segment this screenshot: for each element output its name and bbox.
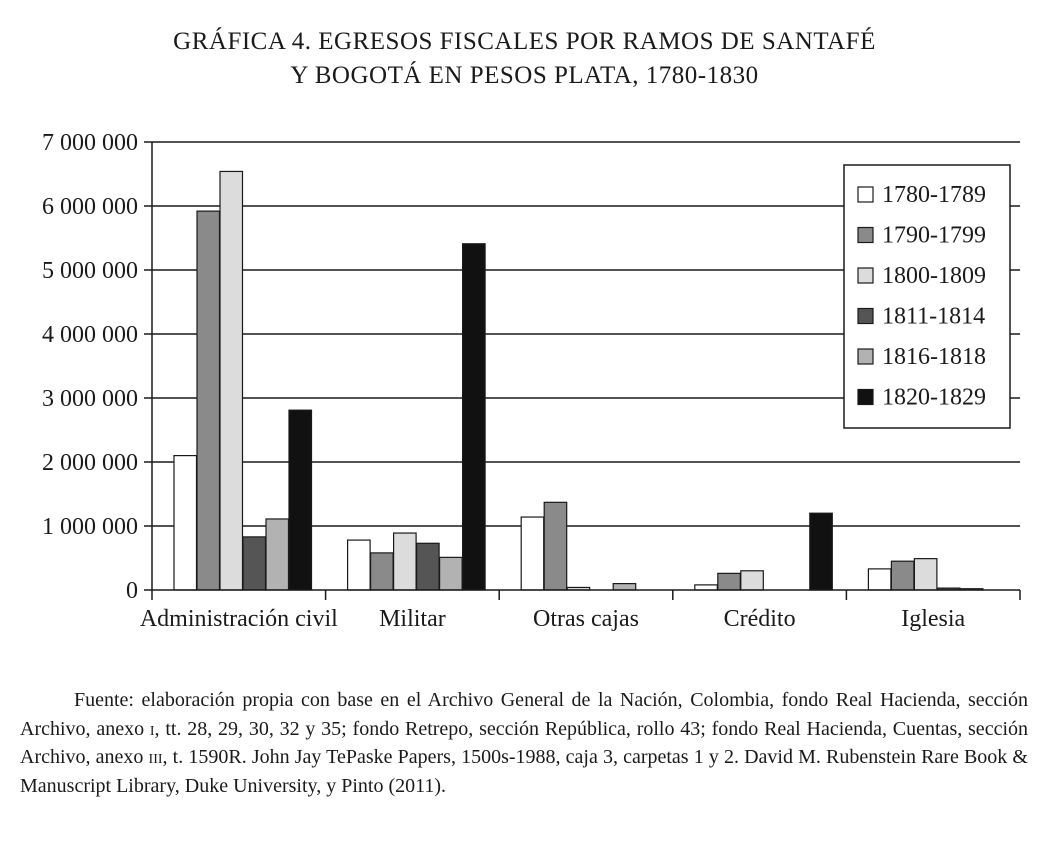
source-annex-3: iii (148, 746, 163, 768)
bar (740, 570, 764, 591)
bar (913, 558, 938, 591)
bar (867, 568, 892, 591)
legend-label: 1816-1818 (882, 344, 986, 370)
chart-title-line-1: GRÁFICA 4. EGRESOS FISCALES POR RAMOS DE… (173, 28, 876, 55)
y-tick-label: 4 000 000 (42, 322, 138, 348)
bar (242, 536, 267, 591)
legend-swatch (857, 388, 874, 406)
bar (717, 572, 741, 591)
y-tick-label: 2 000 000 (42, 450, 138, 476)
legend-label: 1790-1799 (882, 223, 986, 249)
x-category-label: Militar (379, 606, 446, 632)
bar (890, 560, 915, 591)
bar (694, 584, 718, 591)
legend-box (843, 164, 1011, 429)
source-text-prefix: Fuente: elaboración propia con base en e… (20, 689, 1028, 740)
legend-label: 1780-1789 (882, 182, 986, 208)
legend-swatch (857, 186, 874, 203)
y-tick-label: 0 (126, 578, 138, 604)
y-tick-label: 7 000 000 (42, 130, 138, 156)
bar (288, 409, 313, 591)
y-tick-label: 5 000 000 (42, 258, 138, 284)
source-text-suffix: , t. 1590R. John Jay TePaske Papers, 150… (20, 746, 1028, 797)
legend-swatch (857, 307, 874, 325)
bar (809, 512, 833, 591)
bar (462, 243, 486, 591)
bar (520, 516, 545, 591)
x-category-label: Crédito (724, 606, 796, 632)
bar (416, 542, 440, 591)
chart-title-line-2: Y BOGOTÁ EN PESOS PLATA, 1780-1830 (290, 62, 759, 89)
bar (347, 539, 371, 591)
bar (370, 552, 394, 591)
source-note: Fuente: elaboración propia con base en e… (20, 686, 1028, 800)
bar (543, 501, 568, 591)
x-category-label: Otras cajas (533, 606, 639, 632)
bar (439, 556, 463, 591)
bar-chart: 0 1 000 000 2 000 000 3 000 000 4 000 000 5 0… (42, 130, 1021, 632)
bar (612, 583, 637, 591)
legend-swatch (857, 348, 874, 365)
y-tick-label: 3 000 000 (42, 386, 138, 412)
bar (219, 170, 244, 591)
bar (173, 455, 198, 591)
y-tick-label: 1 000 000 (42, 514, 138, 540)
legend-label: 1811-1814 (882, 304, 985, 330)
bar (393, 532, 417, 591)
y-tick-label: 6 000 000 (42, 194, 138, 220)
source-annex-1: i (149, 717, 155, 740)
legend-label: 1820-1829 (882, 385, 986, 411)
source-text-middle: , tt. 28, 29, 30, 32 y 35; fondo Retrepo… (20, 717, 1028, 769)
x-category-label: Iglesia (901, 606, 965, 632)
legend-label: 1800-1809 (882, 263, 986, 289)
x-category-label: Administración civil (140, 606, 338, 632)
bar (265, 518, 290, 591)
legend-swatch (857, 226, 874, 244)
bar (196, 210, 221, 591)
legend-swatch (857, 267, 874, 284)
